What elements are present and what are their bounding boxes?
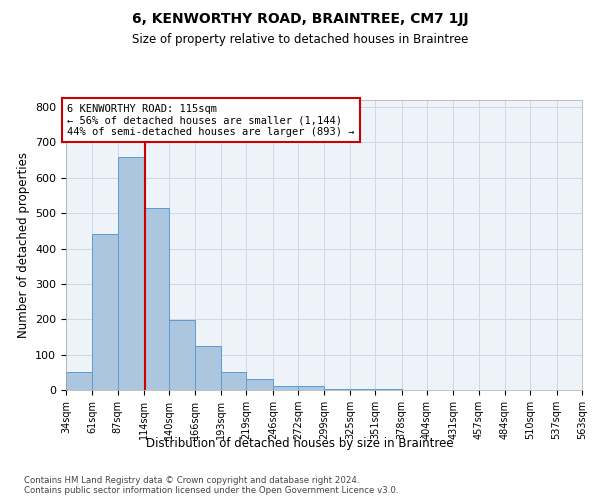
Bar: [169, 320, 195, 390]
Bar: [221, 372, 247, 390]
Y-axis label: Number of detached properties: Number of detached properties: [17, 152, 29, 338]
Bar: [195, 346, 221, 390]
Text: 6, KENWORTHY ROAD, BRAINTREE, CM7 1JJ: 6, KENWORTHY ROAD, BRAINTREE, CM7 1JJ: [131, 12, 469, 26]
Text: 6 KENWORTHY ROAD: 115sqm
← 56% of detached houses are smaller (1,144)
44% of sem: 6 KENWORTHY ROAD: 115sqm ← 56% of detach…: [67, 104, 355, 136]
Text: Contains HM Land Registry data © Crown copyright and database right 2024.
Contai: Contains HM Land Registry data © Crown c…: [24, 476, 398, 495]
Bar: [118, 156, 144, 390]
Bar: [247, 380, 273, 390]
Bar: [66, 372, 92, 390]
Bar: [92, 234, 118, 390]
Bar: [350, 389, 375, 390]
Text: Size of property relative to detached houses in Braintree: Size of property relative to detached ho…: [132, 32, 468, 46]
Bar: [325, 388, 350, 390]
Bar: [144, 208, 169, 390]
Text: Distribution of detached houses by size in Braintree: Distribution of detached houses by size …: [146, 438, 454, 450]
Bar: [298, 386, 325, 390]
Bar: [273, 386, 298, 390]
